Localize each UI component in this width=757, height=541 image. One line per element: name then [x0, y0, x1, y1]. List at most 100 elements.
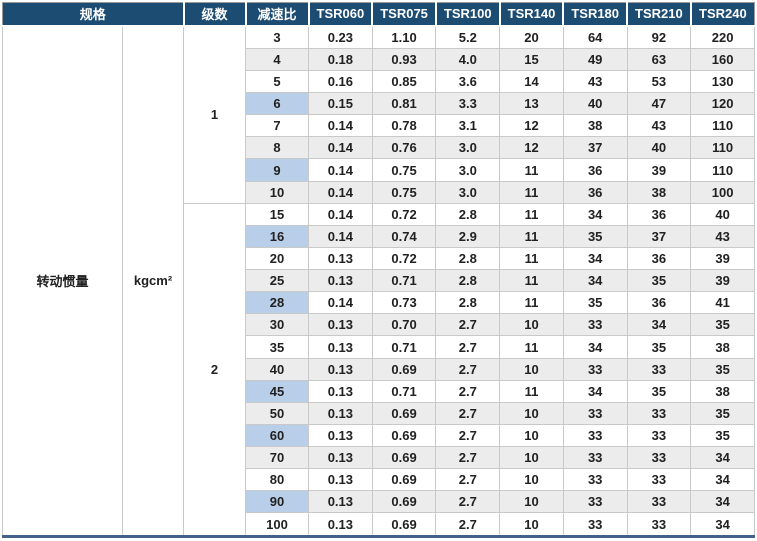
- value-cell: 34: [690, 512, 755, 537]
- value-cell: 0.13: [308, 512, 373, 537]
- value-cell: 0.81: [371, 92, 437, 116]
- value-cell: 34: [690, 446, 755, 470]
- ratio-cell: 40: [245, 357, 310, 381]
- ratio-cell: 80: [245, 468, 310, 492]
- value-cell: 10: [499, 401, 564, 425]
- header-spec: 规格: [2, 2, 184, 27]
- value-cell: 36: [626, 202, 692, 226]
- table-row: 20 0.13 0.72 2.8 11 34 36 39: [3, 246, 755, 271]
- value-cell: 33: [626, 468, 692, 492]
- table-row: 10 0.14 0.75 3.0 11 36 38 100: [2, 180, 755, 204]
- value-cell: 11: [499, 180, 564, 204]
- ratio-cell: 90: [245, 490, 310, 514]
- ratio-cell: 70: [245, 446, 310, 470]
- value-cell: 92: [626, 25, 692, 49]
- ratio-cell: 45: [245, 379, 310, 403]
- value-cell: 11: [499, 269, 564, 293]
- value-cell: 2.7: [435, 335, 501, 359]
- value-cell: 34: [562, 246, 628, 271]
- value-cell: 36: [562, 158, 628, 182]
- ratio-cell: 9: [245, 158, 310, 182]
- value-cell: 0.69: [371, 446, 437, 470]
- value-cell: 0.13: [308, 313, 373, 337]
- value-cell: 3.0: [435, 158, 501, 182]
- stage-cell: 2: [183, 202, 247, 538]
- table-row: 100 0.13 0.69 2.7 10 33 33 34: [3, 512, 755, 537]
- value-cell: 110: [690, 158, 755, 182]
- value-cell: 43: [690, 224, 755, 248]
- value-cell: 0.13: [308, 490, 373, 514]
- value-cell: 12: [499, 114, 564, 138]
- header-model: TSR100: [434, 2, 500, 27]
- value-cell: 220: [690, 25, 755, 49]
- header-model: TSR180: [562, 2, 628, 27]
- table-row: 2 15 0.14 0.72 2.8 11 34 36 40: [3, 202, 755, 538]
- value-cell: 2.8: [435, 269, 501, 293]
- ratio-cell: 50: [245, 401, 310, 425]
- value-cell: 2.7: [435, 423, 501, 448]
- value-cell: 0.73: [371, 291, 437, 315]
- header-model: TSR075: [371, 2, 436, 27]
- value-cell: 38: [690, 335, 755, 359]
- value-cell: 35: [562, 291, 628, 315]
- value-cell: 10: [499, 357, 564, 381]
- value-cell: 0.13: [308, 379, 373, 403]
- value-cell: 2.7: [435, 446, 501, 470]
- value-cell: 1.10: [371, 25, 437, 49]
- value-cell: 39: [626, 158, 692, 182]
- value-cell: 33: [626, 401, 692, 425]
- value-cell: 33: [562, 357, 628, 381]
- value-cell: 0.14: [308, 180, 373, 204]
- value-cell: 0.71: [371, 269, 437, 293]
- value-cell: 2.7: [435, 401, 501, 425]
- header-stage: 级数: [182, 2, 246, 27]
- value-cell: 0.72: [371, 202, 437, 226]
- value-cell: 11: [499, 291, 564, 315]
- value-cell: 39: [690, 269, 755, 293]
- value-cell: 100: [690, 180, 755, 204]
- unit-cell: kgcm²: [121, 25, 185, 537]
- value-cell: 35: [690, 313, 755, 337]
- ratio-cell: 15: [245, 202, 310, 226]
- value-cell: 0.13: [308, 401, 373, 425]
- value-cell: 0.75: [371, 180, 437, 204]
- value-cell: 0.13: [308, 357, 373, 381]
- value-cell: 0.69: [371, 468, 437, 492]
- ratio-cell: 35: [245, 335, 310, 359]
- ratio-cell: 20: [245, 246, 310, 271]
- value-cell: 33: [626, 512, 692, 537]
- value-cell: 40: [626, 136, 692, 160]
- header-model: TSR060: [307, 2, 373, 27]
- value-cell: 35: [690, 401, 755, 425]
- header-row: 规格 级数 减速比 TSR060 TSR075 TSR100 TSR140 TSR180…: [2, 2, 755, 27]
- value-cell: 0.14: [308, 158, 373, 182]
- value-cell: 11: [499, 224, 564, 248]
- value-cell: 3.0: [435, 136, 501, 160]
- value-cell: 34: [562, 379, 628, 403]
- value-cell: 33: [562, 468, 628, 492]
- value-cell: 0.14: [308, 114, 373, 138]
- value-cell: 0.69: [371, 423, 437, 448]
- value-cell: 34: [690, 490, 755, 514]
- value-cell: 4.0: [435, 47, 501, 71]
- value-cell: 14: [499, 69, 564, 94]
- value-cell: 3.6: [435, 69, 501, 94]
- value-cell: 0.15: [308, 92, 373, 116]
- value-cell: 0.69: [371, 357, 437, 381]
- value-cell: 49: [562, 47, 628, 71]
- table-row: 5 0.16 0.85 3.6 14 43 53 130: [3, 69, 755, 94]
- value-cell: 10: [499, 423, 564, 448]
- value-cell: 0.72: [371, 246, 437, 271]
- value-cell: 53: [626, 69, 692, 94]
- value-cell: 63: [626, 47, 692, 71]
- header-model: TSR210: [626, 2, 691, 27]
- value-cell: 0.18: [308, 47, 373, 71]
- value-cell: 20: [499, 25, 564, 49]
- value-cell: 5.2: [435, 25, 501, 49]
- value-cell: 110: [690, 114, 755, 138]
- value-cell: 0.85: [371, 69, 437, 94]
- value-cell: 0.14: [308, 291, 373, 315]
- ratio-cell: 25: [245, 269, 310, 293]
- ratio-cell: 4: [245, 47, 310, 71]
